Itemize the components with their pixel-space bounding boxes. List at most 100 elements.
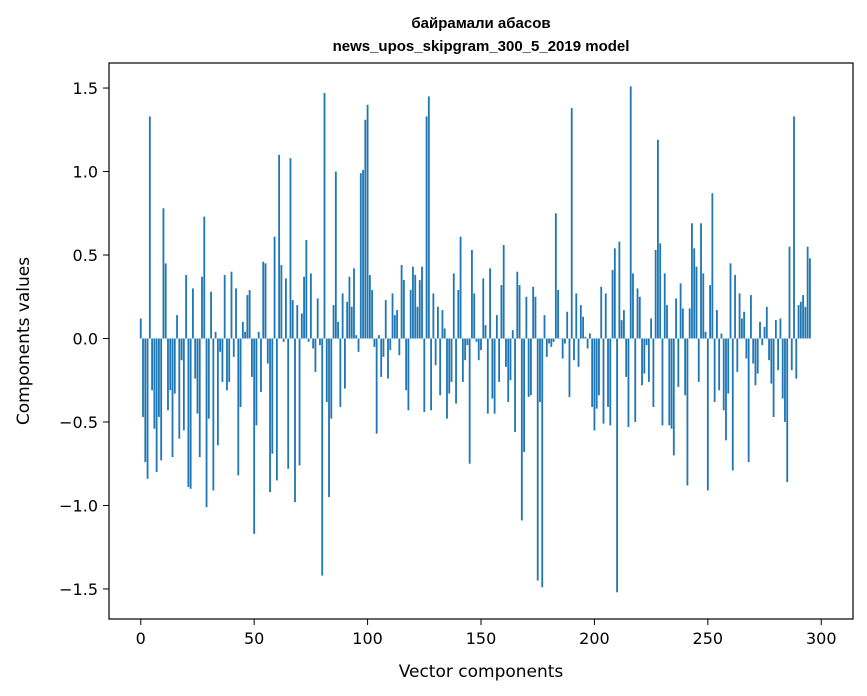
chart-title-line2: news_upos_skipgram_300_5_2019 model	[333, 38, 630, 55]
x-tick-label: 150	[466, 629, 497, 648]
bar-72	[303, 276, 305, 339]
y-tick-label: −1.0	[59, 496, 98, 515]
bar-102	[371, 290, 374, 339]
bar-164	[511, 330, 514, 339]
bar-162	[507, 338, 510, 402]
bar-84	[330, 338, 333, 419]
bar-238	[679, 283, 682, 339]
bar-110	[389, 338, 392, 351]
bar-107	[382, 338, 385, 357]
bar-158	[498, 338, 501, 382]
bar-58	[271, 338, 274, 454]
bar-149	[477, 338, 480, 361]
bar-192	[575, 293, 578, 339]
bar-101	[368, 275, 371, 339]
bar-145	[468, 338, 471, 464]
bar-200	[593, 338, 596, 431]
bar-129	[432, 293, 435, 339]
bar-9	[160, 338, 163, 461]
bar-52	[257, 331, 260, 339]
bar-248	[702, 273, 705, 339]
bar-199	[591, 338, 594, 407]
bar-34	[216, 338, 219, 446]
x-tick-label: 250	[693, 629, 724, 648]
bar-53	[260, 338, 262, 392]
bar-130	[434, 338, 437, 366]
x-axis: 0 50 100 150 200 250 300	[136, 619, 837, 648]
bar-143	[464, 338, 467, 361]
bar-175	[536, 338, 539, 581]
bar-12	[167, 338, 169, 411]
bar-243	[691, 223, 693, 339]
bar-262	[734, 275, 736, 339]
bar-36	[221, 338, 224, 382]
bar-146	[471, 250, 473, 339]
bar-261	[731, 338, 734, 471]
bar-148	[475, 338, 478, 342]
bar-100	[366, 104, 369, 339]
bar-241	[686, 338, 689, 486]
bar-257	[722, 338, 725, 411]
bar-15	[173, 338, 176, 394]
bar-3	[146, 338, 149, 479]
bar-263	[736, 338, 739, 372]
x-tick-label: 50	[244, 629, 264, 648]
bar-8	[157, 338, 160, 417]
bar-272	[756, 338, 759, 374]
bar-13	[169, 338, 172, 391]
y-tick-label: 1.0	[73, 163, 98, 182]
bar-268	[747, 338, 750, 463]
bar-126	[425, 116, 428, 339]
bar-245	[695, 266, 698, 339]
bar-17	[178, 338, 181, 439]
bar-154	[489, 268, 491, 339]
bar-45	[241, 321, 244, 339]
bar-49	[250, 338, 253, 377]
bar-295	[808, 258, 811, 339]
bar-120	[412, 266, 414, 339]
bar-85	[332, 305, 335, 339]
bar-178	[543, 315, 546, 339]
bar-67	[291, 300, 294, 339]
bar-283	[781, 338, 784, 399]
bar-244	[693, 248, 696, 339]
bar-231	[663, 273, 666, 339]
bar-253	[713, 338, 716, 402]
bar-203	[600, 286, 603, 339]
bar-252	[711, 193, 714, 339]
bar-95	[355, 335, 358, 339]
bar-series	[139, 86, 811, 593]
bar-63	[282, 338, 285, 342]
bar-153	[486, 338, 489, 414]
bar-247	[700, 223, 702, 339]
bar-135	[446, 338, 448, 419]
bar-33	[214, 331, 217, 339]
bar-251	[709, 285, 712, 339]
bar-24	[194, 338, 197, 379]
bar-19	[182, 338, 185, 431]
bar-258	[725, 338, 727, 441]
bar-207	[609, 338, 612, 426]
bar-83	[328, 338, 330, 498]
bar-292	[802, 295, 805, 339]
bar-60	[275, 338, 278, 481]
bar-167	[518, 285, 521, 339]
bar-132	[439, 338, 442, 396]
bar-39	[228, 338, 231, 382]
bar-96	[357, 338, 360, 352]
bar-113	[396, 310, 398, 339]
bar-187	[564, 338, 566, 344]
bar-147	[473, 293, 476, 339]
bar-293	[804, 306, 807, 339]
bar-124	[421, 266, 423, 339]
bar-255	[718, 338, 721, 391]
bar-274	[761, 338, 764, 346]
bar-217	[632, 273, 634, 339]
bar-179	[545, 338, 548, 357]
bar-123	[418, 280, 421, 339]
y-tick-label: 0.0	[73, 329, 98, 348]
bar-232	[666, 305, 668, 339]
y-tick-label: 0.5	[73, 246, 98, 265]
bar-173	[532, 286, 535, 339]
